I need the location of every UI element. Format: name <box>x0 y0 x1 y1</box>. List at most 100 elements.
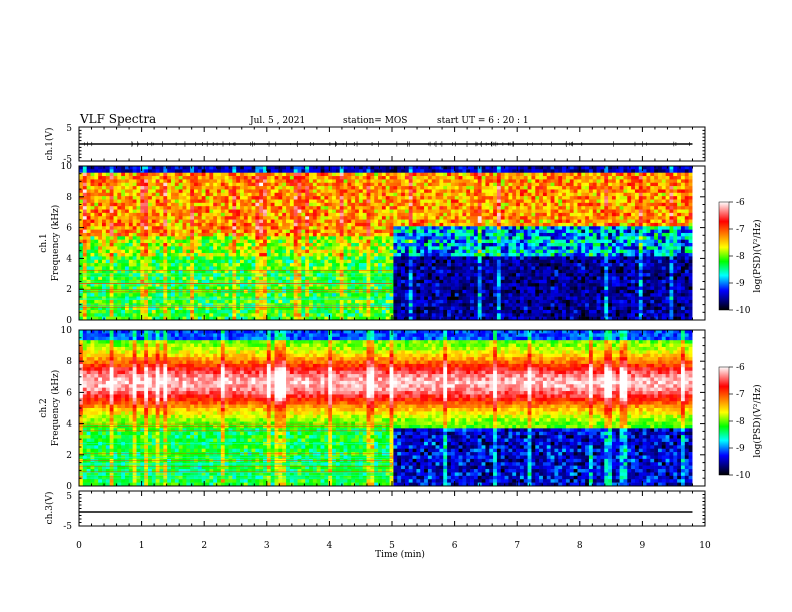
spectrogram-cell <box>305 186 310 190</box>
spectrogram-cell <box>443 212 448 217</box>
spectrogram-cell <box>140 196 145 200</box>
spectrogram-cell <box>167 222 172 227</box>
spectrogram-cell <box>420 289 425 294</box>
spectrogram-cell <box>255 316 260 320</box>
spectrogram-cell <box>431 316 436 320</box>
spectrogram-cell <box>205 239 210 244</box>
spectrogram-cell <box>320 186 325 190</box>
spectrogram-cell <box>424 266 429 271</box>
spectrogram-cell <box>259 206 264 210</box>
spectrogram-cell <box>332 182 337 187</box>
spectrogram-cell <box>224 222 229 227</box>
spectrogram-cell <box>155 189 160 194</box>
spectrogram-cell <box>458 212 463 217</box>
spectrogram-cell <box>408 222 413 227</box>
spectrogram-cell <box>324 266 329 271</box>
spectrogram-cell <box>171 299 176 304</box>
spectrogram-cell <box>385 189 390 194</box>
spectrogram-cell <box>389 232 394 237</box>
spectrogram-cell <box>82 299 87 304</box>
spectrogram-cell <box>473 243 479 247</box>
spectrogram-cell <box>397 289 402 294</box>
spectrogram-cell <box>247 172 252 177</box>
spectrogram-cell <box>416 273 421 277</box>
spectrogram-cell <box>251 202 256 207</box>
spectrogram-cell <box>312 273 318 277</box>
spectrogram-cell <box>458 229 463 234</box>
spectrogram-cell <box>136 206 141 210</box>
spectrogram-cell <box>86 306 91 311</box>
spectrogram-cell <box>420 293 425 297</box>
spectrogram-cell <box>159 169 164 173</box>
spectrogram-cell <box>178 169 183 173</box>
spectrogram-cell <box>362 196 367 200</box>
spectrogram-cell <box>404 273 410 277</box>
spectrogram-cell <box>86 176 91 180</box>
spectrogram-cell <box>109 226 114 230</box>
spectrogram-cell <box>79 316 84 320</box>
spectrogram-cell <box>358 249 364 254</box>
spectrogram-cell <box>194 273 199 277</box>
spectrogram-cell <box>155 202 160 207</box>
spectrogram-cell <box>339 313 344 317</box>
spectrogram-cell <box>113 266 118 271</box>
spectrogram-cell <box>236 313 241 317</box>
spectrogram-cell <box>312 309 318 314</box>
spectrogram-cell <box>420 263 425 267</box>
spectrogram-cell <box>424 232 429 237</box>
spectrogram-cell <box>121 266 126 271</box>
spectrogram-cell <box>266 212 272 217</box>
spectrogram-cell <box>286 189 291 194</box>
spectrogram-cell <box>439 229 444 234</box>
spectrogram-cell <box>339 179 344 184</box>
spectrogram-cell <box>393 296 398 301</box>
spectrogram-cell <box>393 286 398 291</box>
spectrogram-cell <box>167 212 172 217</box>
spectrogram-cell <box>343 182 348 187</box>
spectrogram-cell <box>293 196 298 200</box>
spectrogram-cell <box>477 273 482 277</box>
spectrogram-cell <box>366 243 371 247</box>
spectrogram-cell <box>151 172 156 177</box>
spectrogram-cell <box>408 309 413 314</box>
spectrogram-cell <box>236 316 241 320</box>
spectrogram-cell <box>320 166 325 170</box>
spectrogram-cell <box>450 256 456 261</box>
spectrogram-cell <box>98 202 103 207</box>
spectrogram-cell <box>305 309 310 314</box>
spectrogram-cell <box>381 179 387 184</box>
spectrogram-cell <box>466 216 471 220</box>
spectrogram-cell <box>163 256 168 261</box>
spectrogram-cell <box>370 306 375 311</box>
spectrogram-cell <box>186 246 191 250</box>
spectrogram-cell <box>263 273 268 277</box>
spectrogram-cell <box>209 212 214 217</box>
spectrogram-cell <box>447 249 452 254</box>
spectrogram-cell <box>420 269 425 274</box>
spectrogram-cell <box>140 189 145 194</box>
spectrogram-cell <box>197 246 202 250</box>
spectrogram-cell <box>393 293 398 297</box>
spectrogram-cell <box>163 172 168 177</box>
spectrogram-cell <box>278 273 283 277</box>
spectrogram-cell <box>270 236 275 240</box>
spectrogram-cell <box>94 202 99 207</box>
spectrogram-cell <box>163 236 168 240</box>
spectrogram-cell <box>194 189 199 194</box>
spectrogram-cell <box>473 172 479 177</box>
spectrogram-cell <box>401 176 406 180</box>
spectrogram-cell <box>171 253 176 257</box>
spectrogram-cell <box>213 192 218 197</box>
spectrogram-cell <box>125 216 130 220</box>
spectrogram-cell <box>125 202 130 207</box>
spectrogram-cell <box>381 216 387 220</box>
spectrogram-cell <box>431 269 436 274</box>
spectrogram-cell <box>443 226 448 230</box>
spectrogram-cell <box>205 249 210 254</box>
spectrogram-cell <box>328 313 333 317</box>
spectrogram-cell <box>408 239 413 244</box>
spectrogram-cell <box>213 259 218 264</box>
spectrogram-cell <box>473 286 479 291</box>
spectrogram-cell <box>232 209 237 214</box>
spectrogram-cell <box>305 169 310 173</box>
